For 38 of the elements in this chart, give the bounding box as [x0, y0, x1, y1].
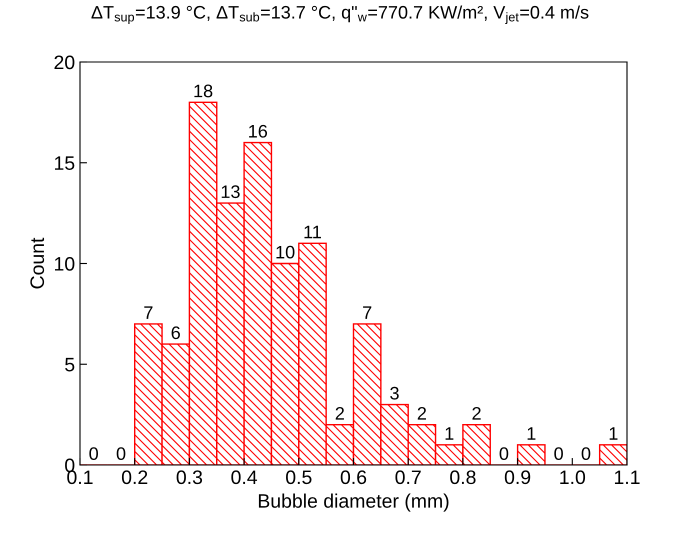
data-label: 2 [418, 406, 426, 420]
data-label: 16 [249, 124, 268, 138]
x-tick-label: 0.1 [67, 470, 93, 484]
x-tick-label: 0.5 [286, 470, 312, 484]
data-label: 1 [446, 427, 454, 440]
y-tick-label: 20 [54, 55, 74, 70]
data-label: 0 [582, 447, 590, 460]
x-tick-label: 0.2 [122, 470, 148, 484]
y-axis-title: Count [30, 238, 44, 288]
x-tick-label: 0.8 [450, 470, 476, 484]
data-label: 7 [144, 306, 152, 319]
data-label: 0 [500, 447, 508, 460]
data-label: 2 [472, 406, 481, 420]
data-label: 11 [304, 226, 321, 238]
data-label: 3 [390, 386, 399, 400]
x-tick-label: 0.3 [176, 470, 202, 484]
x-tick-label: 0.7 [395, 470, 421, 484]
data-label: 18 [194, 84, 212, 98]
data-label: 1 [610, 427, 618, 440]
x-axis-title: Bubble diameter (mm) [258, 494, 448, 512]
y-tick-label: 10 [54, 256, 74, 271]
x-tick-label: 1.1 [614, 470, 640, 484]
data-label: 0 [116, 447, 126, 460]
x-tick-label: 0.6 [340, 470, 366, 484]
data-label: 1 [528, 427, 536, 440]
data-label: 10 [276, 246, 294, 259]
y-tick-label: 5 [65, 358, 74, 372]
chart-title: ΔT$_{sup}$=13.9 °C, ΔT$_{sub}$=13.7 °C, q"$_{w}$=770.7 KW/m², V$_{jet}$=0.4 m/s [91, 5, 588, 24]
data-label: 6 [172, 326, 180, 340]
data-label: 7 [363, 306, 372, 319]
x-tick-label: 1.0 [560, 470, 586, 484]
data-label: 0 [89, 447, 98, 460]
data-label: 13 [222, 185, 240, 198]
x-tick-label: 0.9 [504, 470, 530, 484]
x-tick-label: 0.4 [231, 470, 258, 484]
data-label: 0 [554, 447, 563, 460]
data-label: 2 [336, 406, 344, 420]
y-tick-label: 15 [54, 156, 74, 170]
